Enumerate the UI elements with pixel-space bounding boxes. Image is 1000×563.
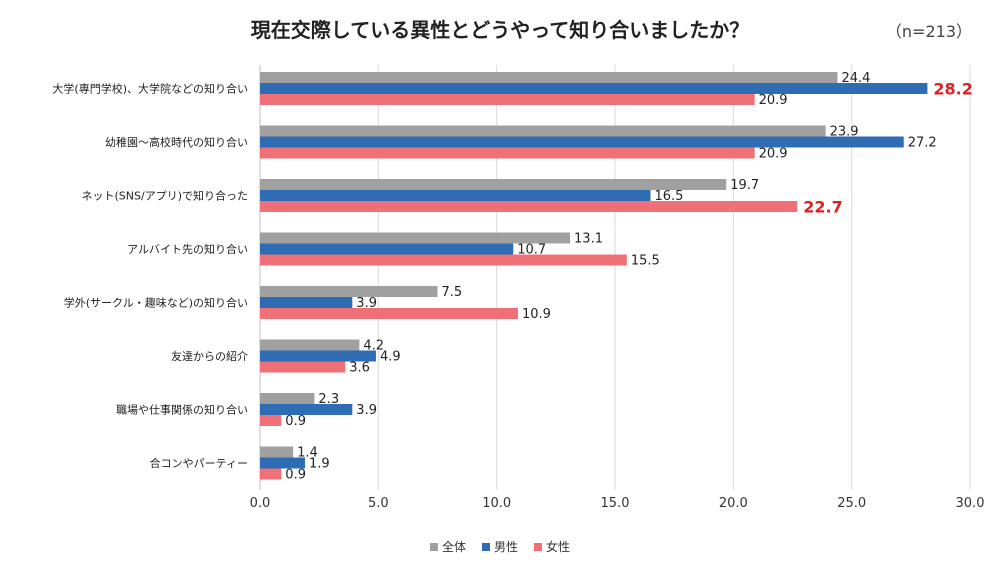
- category-label: 職場や仕事関係の知り合い: [116, 403, 248, 417]
- legend-item-male: 男性: [481, 538, 518, 555]
- data-label-female: 20.9: [759, 147, 788, 162]
- legend-item-all: 全体: [429, 538, 466, 555]
- data-label-female: 0.9: [285, 414, 306, 429]
- bar-all: [260, 286, 438, 297]
- x-tick-label: 20.0: [719, 496, 748, 511]
- legend-label-all: 全体: [441, 540, 466, 554]
- bar-male: [260, 404, 353, 415]
- data-label-all: 1.4: [297, 446, 318, 461]
- data-label-all: 7.5: [442, 285, 463, 300]
- bar-male: [260, 190, 651, 201]
- x-tick-label: 5.0: [368, 496, 389, 511]
- data-label-female: 0.9: [285, 468, 306, 483]
- category-label: 合コンやパーティー: [150, 456, 248, 470]
- data-label-female: 20.9: [759, 93, 788, 108]
- sample-size-note: （n=213）: [885, 22, 972, 41]
- bar-all: [260, 179, 727, 190]
- legend-swatch-female: [534, 542, 542, 551]
- bar-female: [260, 415, 282, 426]
- bar-male: [260, 83, 928, 94]
- data-label-male: 28.2: [933, 80, 972, 99]
- data-label-female: 3.6: [349, 361, 370, 376]
- x-tick-label: 10.0: [482, 496, 511, 511]
- bar-female: [260, 308, 518, 319]
- data-label-all: 24.4: [841, 71, 870, 86]
- bar-all: [260, 232, 571, 244]
- legend-swatch-male: [481, 542, 490, 551]
- bar-male: [260, 457, 305, 469]
- x-tick-label: 15.0: [601, 496, 630, 511]
- data-label-female: 10.9: [522, 307, 551, 322]
- bar-all: [260, 339, 360, 351]
- data-label-male: 4.9: [380, 350, 401, 365]
- x-tick-label: 25.0: [837, 496, 866, 511]
- bar-female: [260, 361, 346, 373]
- data-label-all: 23.9: [830, 125, 859, 140]
- data-label-female: 15.5: [631, 254, 660, 269]
- bar-all: [260, 393, 315, 404]
- category-label: アルバイト先の知り合い: [127, 242, 248, 256]
- x-tick-label: 0.0: [250, 496, 271, 511]
- data-label-male: 3.9: [356, 403, 377, 418]
- data-label-all: 13.1: [574, 232, 603, 247]
- data-label-male: 27.2: [908, 136, 937, 151]
- data-label-all: 4.2: [363, 339, 384, 354]
- bar-male: [260, 243, 514, 255]
- bar-female: [260, 147, 755, 159]
- chart-title: 現在交際している異性とどうやって知り合いましたか？: [250, 18, 750, 42]
- data-label-male: 3.9: [356, 296, 377, 311]
- category-label: 大学(専門学校)、大学院などの知り合い: [52, 82, 248, 96]
- bar-female: [260, 94, 755, 105]
- bar-male: [260, 350, 376, 362]
- bar-all: [260, 125, 826, 137]
- bar-female: [260, 468, 282, 480]
- x-tick-label: 30.0: [956, 496, 985, 511]
- category-label: ネット(SNS/アプリ)で知り合った: [82, 189, 248, 203]
- bar-male: [260, 297, 353, 308]
- data-label-male: 1.9: [309, 457, 330, 472]
- category-label: 幼稚園～高校時代の知り合い: [105, 135, 248, 149]
- bar-all: [260, 446, 294, 458]
- legend-swatch-all: [429, 542, 438, 551]
- bar-female: [260, 254, 627, 266]
- category-label: 友達からの紹介: [171, 349, 248, 363]
- bar-male: [260, 136, 904, 148]
- data-label-male: 10.7: [517, 243, 546, 258]
- bar-female: [260, 201, 798, 212]
- data-label-all: 2.3: [318, 392, 339, 407]
- category-label: 学外(サークル・趣味など)の知り合い: [64, 296, 248, 310]
- data-label-all: 19.7: [730, 178, 759, 193]
- legend-item-female: 女性: [534, 538, 570, 555]
- bar-all: [260, 72, 838, 83]
- data-label-female: 22.7: [803, 198, 842, 217]
- legend-label-female: 女性: [546, 540, 571, 554]
- legend: 全体 男性 女性: [0, 538, 1000, 555]
- legend-label-male: 男性: [493, 540, 518, 554]
- data-label-male: 16.5: [655, 189, 684, 204]
